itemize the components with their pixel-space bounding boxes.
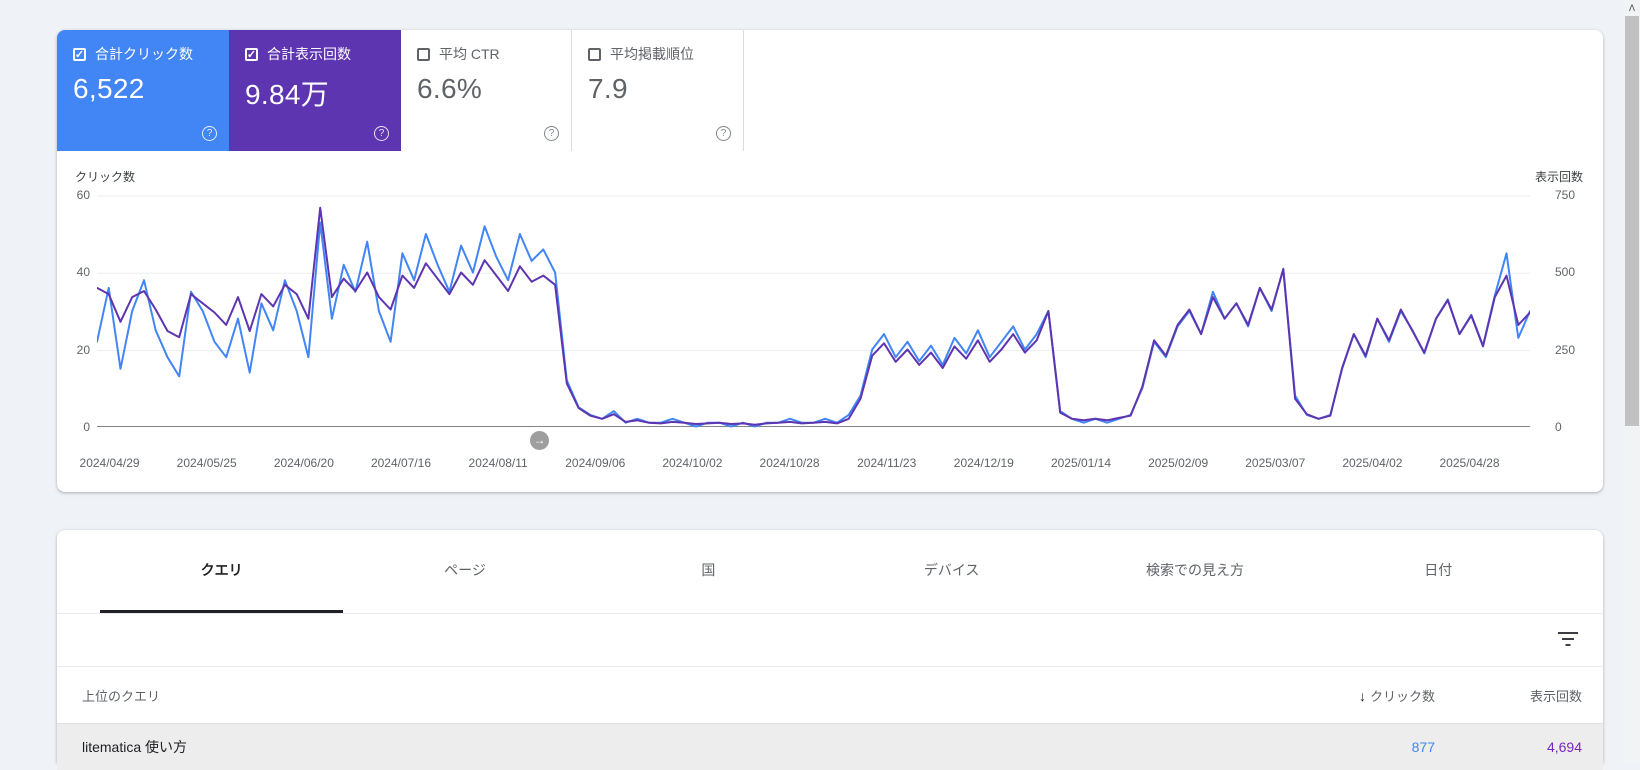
metric-chips: ✓ 合計クリック数 6,522 ? ✓ 合計表示回数 9.84万 ? 平均 CT… (57, 30, 744, 151)
scrollbar-thumb[interactable] (1625, 16, 1639, 426)
impressions-cell: 4,694 (1546, 739, 1582, 755)
checkbox-unchecked-icon[interactable] (417, 47, 430, 61)
line-chart[interactable] (97, 195, 1530, 428)
left-axis-title: クリック数 (75, 170, 136, 184)
help-icon[interactable]: ? (374, 126, 389, 141)
date-tick-label: 2025/02/09 (1148, 456, 1209, 470)
filter-icon[interactable] (1558, 631, 1578, 647)
left-tick-label: 0 (83, 420, 90, 434)
x-axis-labels: 2024/04/29 2024/05/25 2024/06/20 2024/07/16… (61, 456, 1518, 470)
query-cell: litematica 使い方 (82, 739, 188, 755)
table-row[interactable]: litematica 使い方 877 4,694 (57, 723, 1603, 770)
clicks-cell: 877 (1411, 739, 1435, 755)
help-icon[interactable]: ? (544, 126, 559, 141)
tab-0[interactable]: クエリ (100, 530, 344, 613)
sort-desc-icon: ↓ (1358, 687, 1366, 704)
help-icon[interactable]: ? (716, 126, 731, 141)
annotation-arrow-button[interactable]: → (530, 431, 549, 450)
clicks-column-header[interactable]: ↓ クリック数 (1358, 687, 1435, 704)
checkbox-checked-icon[interactable]: ✓ (245, 47, 258, 61)
scroll-up-arrow-icon[interactable]: ᐱ (1628, 3, 1636, 13)
performance-chart-card: ✓ 合計クリック数 6,522 ? ✓ 合計表示回数 9.84万 ? 平均 CT… (57, 30, 1603, 492)
query-column-header[interactable]: 上位のクエリ (82, 688, 161, 704)
avg-ctr-value: 6.6% (417, 73, 483, 104)
avg-ctr-card[interactable]: 平均 CTR 6.6% ? (401, 30, 572, 151)
date-tick-label: 2025/04/28 (1439, 456, 1500, 470)
right-tick-label: 0 (1555, 420, 1562, 434)
avg-position-card[interactable]: 平均掲載順位 7.9 ? (572, 30, 744, 151)
tab-3[interactable]: デバイス (923, 562, 980, 578)
total-impressions-label: 合計表示回数 (267, 46, 351, 62)
total-impressions-card[interactable]: ✓ 合計表示回数 9.84万 ? (229, 30, 401, 151)
tab-2[interactable]: 国 (701, 562, 716, 578)
impressions-column-header[interactable]: 表示回数 (1529, 688, 1582, 704)
date-tick-label: 2025/01/14 (1050, 456, 1111, 470)
checkbox-unchecked-icon[interactable] (588, 47, 601, 61)
date-tick-label: 2024/07/16 (370, 456, 432, 470)
table-body: litematica 使い方 877 4,694 (57, 723, 1603, 770)
right-tick-label: 500 (1555, 265, 1576, 280)
right-axis-title: 表示回数 (1535, 170, 1584, 184)
date-tick-label: 2024/08/11 (468, 456, 528, 470)
left-tick-label: 60 (76, 188, 90, 202)
tab-5[interactable]: 日付 (1424, 562, 1453, 578)
date-tick-label: 2025/04/02 (1342, 456, 1403, 470)
dimensions-table-card: クエリ ページ国デバイス 検索での見え方 日付 上位のクエリ ↓ クリック数 表示回数 … (57, 530, 1603, 770)
left-tick-label: 40 (76, 265, 90, 280)
date-tick-label: 2024/06/20 (273, 456, 334, 470)
total-clicks-card[interactable]: ✓ 合計クリック数 6,522 ? (57, 30, 229, 151)
checkbox-checked-icon[interactable]: ✓ (73, 47, 86, 61)
avg-position-value: 7.9 (588, 73, 628, 104)
date-tick-label: 2024/12/19 (953, 456, 1014, 470)
date-tick-label: 2024/10/02 (662, 456, 723, 470)
right-tick-label: 250 (1555, 342, 1576, 357)
series-line-impressions (97, 206, 1530, 426)
avg-ctr-label: 平均 CTR (439, 46, 500, 62)
help-icon[interactable]: ? (202, 126, 217, 141)
table-header-row: 上位のクエリ ↓ クリック数 表示回数 (57, 667, 1603, 723)
tab-4[interactable]: 検索での見え方 (1145, 562, 1244, 578)
date-tick-label: 2024/05/25 (176, 456, 237, 470)
date-tick-label: 2024/09/06 (565, 456, 626, 470)
dimension-tabs: クエリ ページ 国 デバイス 検索での見え方 日付 (57, 530, 1603, 614)
left-tick-label: 20 (76, 342, 90, 357)
date-tick-label: 2025/03/07 (1245, 456, 1306, 470)
right-tick-label: 750 (1555, 188, 1576, 202)
total-impressions-value: 9.84万 (245, 79, 329, 110)
total-clicks-label: 合計クリック数 (95, 46, 193, 62)
date-tick-label: 2024/11/23 (857, 456, 917, 470)
vertical-scrollbar[interactable]: ᐱ (1624, 0, 1640, 762)
total-clicks-value: 6,522 (73, 73, 145, 104)
date-tick-label: 2024/10/28 (759, 456, 820, 470)
avg-position-label: 平均掲載順位 (610, 46, 694, 62)
series-line-clicks (97, 221, 1530, 428)
date-tick-label: 2024/04/29 (79, 456, 140, 470)
tab-1[interactable]: ページ (444, 562, 486, 578)
filter-row (57, 614, 1603, 667)
